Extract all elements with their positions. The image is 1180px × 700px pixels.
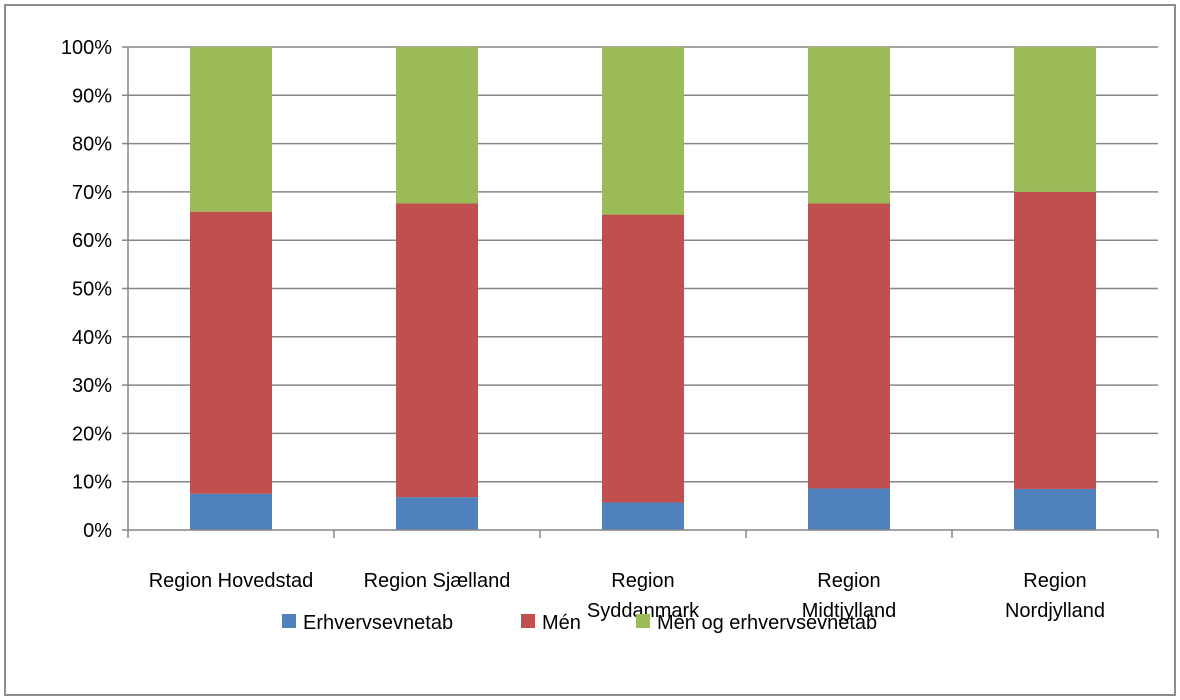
y-tick-label: 30% bbox=[72, 375, 112, 397]
bar-segment-mén bbox=[396, 203, 478, 498]
bar-segment-erhvervsevnetab bbox=[602, 502, 684, 530]
bar-segment-erhvervsevnetab bbox=[808, 488, 890, 530]
x-category-label: Midtjylland bbox=[802, 600, 896, 622]
y-tick-label: 20% bbox=[72, 423, 112, 445]
y-axis-ticks: 0% 10% 20% 30% 40% 50% 60% 70% 80% 90% 100% bbox=[61, 37, 128, 542]
x-category-label: Region bbox=[1023, 570, 1086, 592]
bar-segment-erhvervsevnetab bbox=[396, 497, 478, 530]
x-axis-labels: Region Hovedstad Region Sjælland Region Syd… bbox=[149, 570, 1105, 622]
y-tick-label: 70% bbox=[72, 182, 112, 204]
legend-swatch bbox=[521, 614, 535, 628]
bar-segment-mén bbox=[808, 203, 890, 489]
bar-segment-mén bbox=[602, 214, 684, 503]
x-category-label: Nordjylland bbox=[1005, 600, 1105, 622]
bar-segment-mén-og-erhvervsevnetab bbox=[1014, 47, 1096, 192]
y-tick-label: 0% bbox=[83, 520, 112, 542]
y-tick-label: 10% bbox=[72, 472, 112, 494]
bar-segment-mén bbox=[190, 211, 272, 494]
legend-label: Mén og erhvervsevnetab bbox=[657, 612, 877, 634]
bar-segment-mén-og-erhvervsevnetab bbox=[808, 47, 890, 204]
y-tick-label: 40% bbox=[72, 327, 112, 349]
legend: Erhvervsevnetab Mén Mén og erhvervsevnetab bbox=[282, 612, 877, 634]
legend-label: Erhvervsevnetab bbox=[303, 612, 453, 634]
y-tick-label: 90% bbox=[72, 85, 112, 107]
y-tick-label: 100% bbox=[61, 37, 112, 59]
y-tick-label: 50% bbox=[72, 279, 112, 301]
x-category-label: Region bbox=[817, 570, 880, 592]
bar-segment-erhvervsevnetab bbox=[1014, 488, 1096, 530]
y-tick-label: 80% bbox=[72, 134, 112, 156]
legend-swatch bbox=[282, 614, 296, 628]
bar-segment-mén-og-erhvervsevnetab bbox=[190, 47, 272, 212]
bar-segment-erhvervsevnetab bbox=[190, 493, 272, 530]
bars bbox=[190, 47, 1096, 530]
y-tick-label: 60% bbox=[72, 230, 112, 252]
x-category-label: Region Hovedstad bbox=[149, 570, 314, 592]
x-category-label: Region Sjælland bbox=[364, 570, 511, 592]
x-category-label: Syddanmark bbox=[587, 600, 700, 622]
axes bbox=[127, 47, 1159, 538]
bar-segment-mén bbox=[1014, 191, 1096, 489]
legend-label: Mén bbox=[542, 612, 581, 634]
bar-segment-mén-og-erhvervsevnetab bbox=[602, 47, 684, 215]
legend-swatch bbox=[636, 614, 650, 628]
x-category-label: Region bbox=[611, 570, 674, 592]
bar-segment-mén-og-erhvervsevnetab bbox=[396, 47, 478, 204]
